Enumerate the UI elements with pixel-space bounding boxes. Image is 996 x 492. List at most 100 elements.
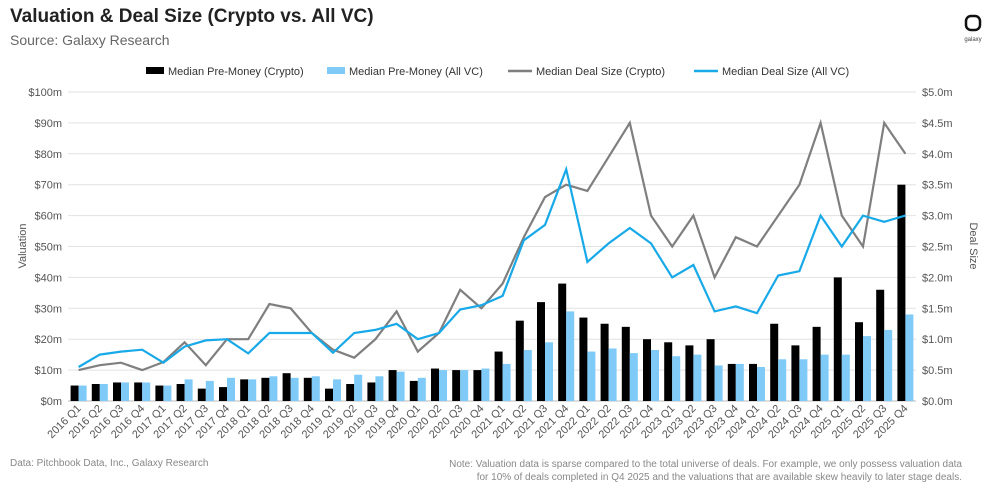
- galaxy-logo: galaxy: [958, 14, 988, 43]
- bar-crypto-premoney: [727, 363, 736, 401]
- bar-allvc-premoney: [566, 311, 575, 401]
- bar-crypto-premoney: [325, 388, 333, 401]
- y-tick-label: $0m: [41, 396, 62, 408]
- bar-allvc-premoney: [629, 353, 638, 401]
- bar-crypto-premoney: [558, 283, 567, 401]
- bar-crypto-premoney: [643, 339, 651, 401]
- y-axis-label: Valuation: [17, 223, 29, 268]
- footer-note: Note: Valuation data is sparse compared …: [449, 459, 962, 483]
- bar-crypto-premoney: [749, 363, 757, 401]
- y2-tick-label: $3.5m: [922, 180, 953, 192]
- legend-swatch: [146, 67, 164, 74]
- y-tick-label: $60m: [34, 211, 62, 223]
- bar-crypto-premoney: [515, 320, 524, 401]
- bar-allvc-premoney: [184, 379, 193, 401]
- bar-allvc-premoney: [481, 368, 490, 401]
- galaxy-logo-icon: [964, 14, 982, 32]
- bar-allvc-premoney: [142, 382, 151, 401]
- bar-crypto-premoney: [219, 387, 227, 401]
- bar-allvc-premoney: [354, 374, 363, 401]
- bar-crypto-premoney: [473, 370, 482, 401]
- bar-allvc-premoney: [608, 348, 617, 401]
- bar-allvc-premoney: [333, 379, 341, 401]
- bar-allvc-premoney: [735, 363, 744, 401]
- bar-crypto-premoney: [134, 382, 143, 401]
- chart-title: Valuation & Deal Size (Crypto vs. All VC…: [10, 6, 374, 27]
- bar-crypto-premoney: [579, 317, 588, 401]
- y-tick-label: $20m: [34, 334, 62, 346]
- y-tick-label: $30m: [34, 303, 62, 315]
- y2-tick-label: $5.0m: [922, 87, 953, 99]
- bar-allvc-premoney: [78, 385, 87, 401]
- y-tick-label: $40m: [34, 272, 62, 284]
- bar-allvc-premoney: [290, 377, 299, 401]
- legend-label: Median Pre-Money (Crypto): [168, 66, 304, 78]
- bar-allvc-premoney: [248, 379, 257, 401]
- y-tick-label: $100m: [28, 87, 62, 99]
- bar-crypto-premoney: [176, 384, 185, 401]
- bar-allvc-premoney: [227, 377, 235, 401]
- chart-subtitle: Source: Galaxy Research: [10, 32, 170, 48]
- bar-allvc-premoney: [523, 350, 532, 401]
- y2-tick-label: $0.0m: [922, 396, 953, 408]
- y-tick-label: $70m: [34, 180, 62, 192]
- bar-allvc-premoney: [714, 365, 723, 401]
- logo-text: galaxy: [964, 37, 982, 43]
- bar-crypto-premoney: [812, 326, 821, 401]
- bar-allvc-premoney: [841, 354, 850, 401]
- bar-crypto-premoney: [367, 382, 376, 401]
- bar-crypto-premoney: [346, 384, 355, 401]
- bar-crypto-premoney: [855, 322, 863, 401]
- bar-allvc-premoney: [396, 371, 405, 401]
- bar-allvc-premoney: [545, 342, 553, 401]
- bar-allvc-premoney: [163, 385, 172, 401]
- bar-allvc-premoney: [863, 336, 871, 401]
- y2-tick-label: $4.0m: [922, 149, 953, 161]
- y2-tick-label: $0.5m: [922, 365, 953, 377]
- bar-crypto-premoney: [113, 382, 121, 401]
- bar-allvc-premoney: [587, 351, 596, 401]
- bar-allvc-premoney: [460, 370, 469, 401]
- y-tick-label: $80m: [34, 149, 62, 161]
- y2-tick-label: $2.0m: [922, 272, 953, 284]
- bar-crypto-premoney: [537, 302, 545, 401]
- bar-allvc-premoney: [651, 350, 659, 401]
- y-tick-label: $50m: [34, 242, 62, 254]
- bar-crypto-premoney: [621, 326, 630, 401]
- bar-crypto-premoney: [706, 339, 715, 401]
- bar-crypto-premoney: [494, 351, 503, 401]
- footer-source: Data: Pitchbook Data, Inc., Galaxy Resea…: [10, 458, 209, 469]
- legend-label: Median Deal Size (Crypto): [536, 66, 665, 78]
- bar-allvc-premoney: [439, 370, 447, 401]
- bar-allvc-premoney: [99, 384, 108, 401]
- y-tick-label: $10m: [34, 365, 62, 377]
- bar-allvc-premoney: [205, 380, 214, 401]
- line-allvc-dealsize: [78, 165, 906, 368]
- bar-allvc-premoney: [778, 359, 787, 401]
- bar-allvc-premoney: [417, 377, 426, 401]
- bar-allvc-premoney: [375, 376, 384, 401]
- bar-crypto-premoney: [431, 368, 439, 401]
- legend-label: Median Deal Size (All VC): [722, 66, 849, 78]
- bar-crypto-premoney: [452, 370, 461, 401]
- y2-axis-label: Deal Size: [967, 222, 979, 269]
- bar-allvc-premoney: [905, 314, 914, 401]
- bar-allvc-premoney: [121, 382, 129, 401]
- bar-allvc-premoney: [672, 356, 681, 401]
- bar-allvc-premoney: [820, 354, 829, 401]
- bar-crypto-premoney: [897, 184, 906, 401]
- bar-crypto-premoney: [409, 380, 418, 401]
- bar-allvc-premoney: [884, 329, 893, 401]
- y2-tick-label: $3.0m: [922, 211, 953, 223]
- bar-crypto-premoney: [282, 373, 291, 401]
- bar-crypto-premoney: [388, 370, 397, 401]
- bar-crypto-premoney: [70, 385, 79, 401]
- y2-tick-label: $4.5m: [922, 118, 953, 130]
- bar-allvc-premoney: [502, 363, 511, 401]
- bar-allvc-premoney: [269, 376, 278, 401]
- bar-crypto-premoney: [261, 377, 270, 401]
- bar-crypto-premoney: [876, 289, 885, 401]
- line-crypto-dealsize: [78, 118, 907, 372]
